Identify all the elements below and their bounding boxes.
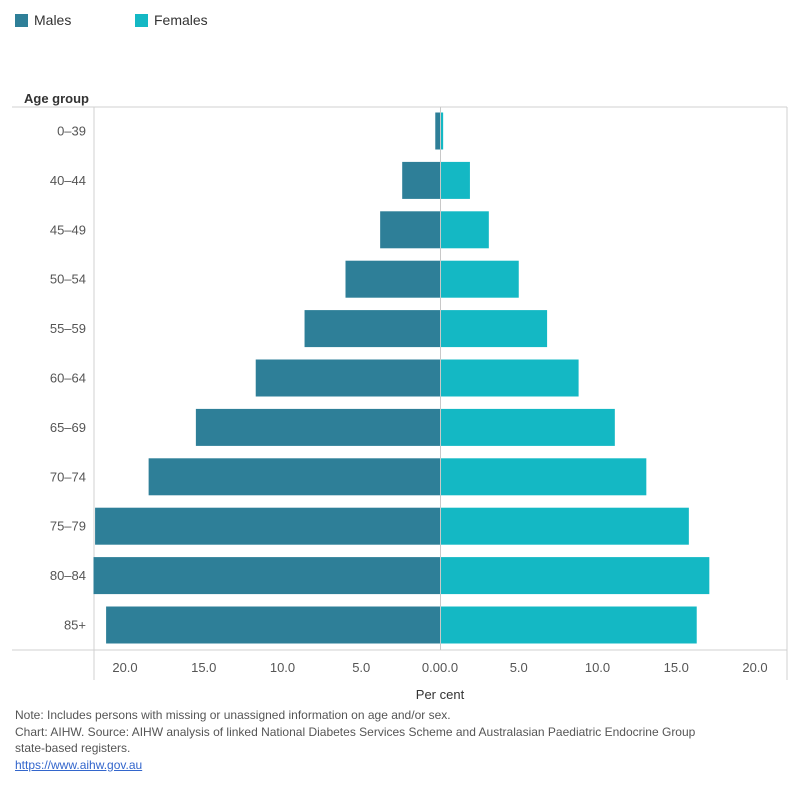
x-tick-label-left-1: 15.0	[191, 660, 216, 675]
note-text: Note: Includes persons with missing or u…	[15, 708, 451, 722]
x-tick-label-left-0: 20.0	[112, 660, 137, 675]
x-tick-label-left-4: 0.0	[422, 660, 440, 675]
bar-females-50-54[interactable]	[440, 260, 519, 298]
bar-males-75-79[interactable]	[95, 507, 440, 545]
legend-item-males[interactable]: Males	[15, 12, 71, 28]
source-text-line2: state-based registers.	[15, 741, 131, 755]
x-tick-label-right-0: 0.0	[440, 660, 458, 675]
bar-males-45-49[interactable]	[380, 211, 440, 249]
bar-males-55-59[interactable]	[304, 310, 440, 348]
y-axis-title: Age group	[24, 91, 89, 106]
y-tick-label-85: 85+	[64, 618, 86, 633]
legend-label-males: Males	[34, 12, 72, 28]
bar-females-0-39[interactable]	[440, 112, 444, 150]
chart-notes: Note: Includes persons with missing or u…	[15, 707, 785, 773]
source-text-line1: Chart: AIHW. Source: AIHW analysis of li…	[15, 724, 696, 739]
y-tick-label-65-69: 65–69	[50, 420, 86, 435]
bar-males-80-84[interactable]	[93, 557, 441, 595]
population-pyramid-chart: Age group 0–39 40–44 45–49 50–54 55–59 60–64 6…	[12, 91, 788, 702]
bar-females-75-79[interactable]	[440, 507, 689, 545]
bar-females-40-44[interactable]	[440, 161, 470, 199]
x-tick-label-left-2: 10.0	[270, 660, 295, 675]
x-axis-title: Per cent	[416, 687, 465, 702]
x-tick-label-right-3: 15.0	[664, 660, 689, 675]
y-tick-label-0-39: 0–39	[57, 124, 86, 139]
y-tick-label-75-79: 75–79	[50, 519, 86, 534]
y-tick-label-80-84: 80–84	[50, 568, 86, 583]
bar-males-65-69[interactable]	[195, 408, 440, 446]
y-tick-label-70-74: 70–74	[50, 469, 86, 484]
x-tick-label-right-2: 10.0	[585, 660, 610, 675]
legend-item-females[interactable]: Females	[135, 12, 208, 28]
legend-swatch-males	[15, 13, 28, 27]
bar-males-0-39[interactable]	[435, 112, 440, 150]
y-tick-label-40-44: 40–44	[50, 173, 86, 188]
bar-males-40-44[interactable]	[402, 161, 440, 199]
bar-females-65-69[interactable]	[440, 408, 615, 446]
legend-label-females: Females	[154, 12, 208, 28]
bar-females-70-74[interactable]	[440, 458, 647, 496]
x-tick-label-right-1: 5.0	[510, 660, 528, 675]
y-tick-label-50-54: 50–54	[50, 272, 86, 287]
x-tick-label-right-4: 20.0	[742, 660, 767, 675]
bar-females-85[interactable]	[440, 606, 697, 644]
y-tick-label-45-49: 45–49	[50, 222, 86, 237]
aihw-link[interactable]: https://www.aihw.gov.au	[15, 757, 143, 772]
bar-females-45-49[interactable]	[440, 211, 489, 249]
bar-females-55-59[interactable]	[440, 310, 548, 348]
bar-males-50-54[interactable]	[345, 260, 441, 298]
bar-females-60-64[interactable]	[440, 359, 579, 397]
legend-swatch-females	[135, 13, 148, 27]
bar-males-85[interactable]	[106, 606, 440, 644]
x-tick-label-left-3: 5.0	[352, 660, 370, 675]
bar-males-70-74[interactable]	[148, 458, 440, 496]
bar-females-80-84[interactable]	[440, 557, 710, 595]
y-tick-label-55-59: 55–59	[50, 321, 86, 336]
y-tick-label-60-64: 60–64	[50, 371, 86, 386]
bar-males-60-64[interactable]	[255, 359, 440, 397]
